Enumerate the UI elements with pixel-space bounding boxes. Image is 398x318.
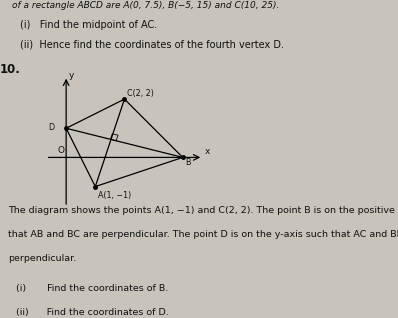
Text: of a rectangle ABCD are A(0, 7.5), B(−5, 15) and C(10, 25).: of a rectangle ABCD are A(0, 7.5), B(−5,…	[12, 1, 279, 10]
Text: perpendicular.: perpendicular.	[8, 254, 76, 263]
Text: 10.: 10.	[0, 63, 21, 76]
Text: C(2, 2): C(2, 2)	[127, 89, 154, 98]
Text: D: D	[49, 123, 55, 132]
Text: (i)   Find the midpoint of AC.: (i) Find the midpoint of AC.	[20, 20, 157, 30]
Text: The diagram shows the points A(1, −1) and C(2, 2). The point B is on the positiv: The diagram shows the points A(1, −1) an…	[8, 206, 398, 215]
Text: (ii)  Hence find the coordinates of the fourth vertex D.: (ii) Hence find the coordinates of the f…	[20, 39, 284, 49]
Text: B: B	[185, 158, 191, 167]
Text: x: x	[205, 148, 210, 156]
Text: that AB and BC are perpendicular. The point D is on the y-axis such that AC and : that AB and BC are perpendicular. The po…	[8, 230, 398, 239]
Text: (i)       Find the coordinates of B.: (i) Find the coordinates of B.	[16, 284, 168, 293]
Text: (ii)      Find the coordinates of D.: (ii) Find the coordinates of D.	[16, 308, 169, 317]
Text: A(1, −1): A(1, −1)	[98, 191, 131, 200]
Text: O: O	[58, 146, 65, 155]
Text: y: y	[69, 71, 74, 80]
